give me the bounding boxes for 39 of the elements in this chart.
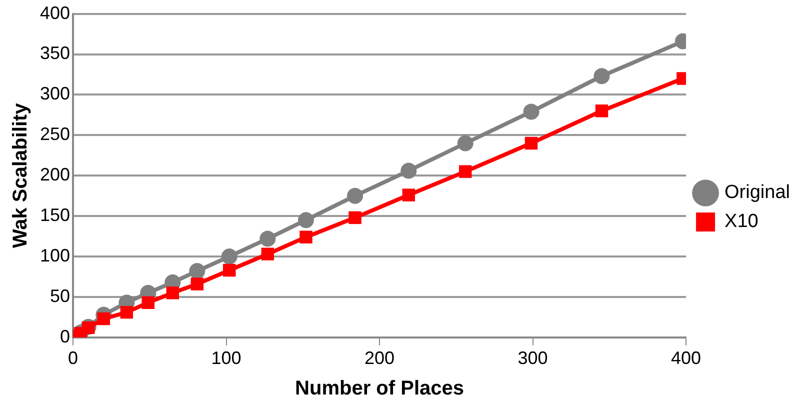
point	[261, 248, 274, 260]
point	[400, 162, 417, 179]
point	[524, 136, 538, 150]
point	[142, 296, 154, 309]
point	[457, 135, 474, 152]
point	[458, 165, 472, 178]
point	[298, 212, 314, 228]
y-tick-label: 50	[50, 286, 70, 306]
y-tick-label: 0	[60, 326, 70, 346]
legend-label: X10	[724, 211, 758, 232]
point	[97, 312, 110, 326]
point	[595, 104, 608, 118]
point	[120, 306, 134, 319]
x-tick-label: 200	[364, 348, 395, 368]
point	[189, 263, 206, 280]
x-tick-label: 400	[671, 348, 702, 368]
point	[260, 230, 276, 247]
y-tick-label: 200	[40, 164, 70, 185]
point	[166, 286, 180, 300]
point	[347, 188, 364, 204]
point	[190, 278, 204, 290]
x-axis-title: Number of Places	[295, 378, 464, 400]
point	[221, 248, 238, 264]
y-axis-title: Wak Scalability	[10, 102, 32, 248]
point	[402, 188, 416, 202]
x-tick-label: 300	[518, 348, 548, 368]
point	[300, 230, 312, 244]
legend-label: Original	[724, 182, 790, 204]
point	[523, 104, 540, 120]
y-tick-label: 350	[40, 43, 70, 64]
y-tick-label: 400	[40, 2, 70, 23]
x-tick-label: 100	[211, 348, 242, 368]
point	[222, 264, 236, 277]
point	[594, 68, 610, 84]
y-tick-label: 100	[40, 245, 70, 266]
y-tick-label: 250	[40, 124, 70, 144]
y-tick-label: 300	[40, 84, 70, 104]
y-tick-label: 150	[40, 205, 70, 226]
point	[348, 211, 362, 224]
